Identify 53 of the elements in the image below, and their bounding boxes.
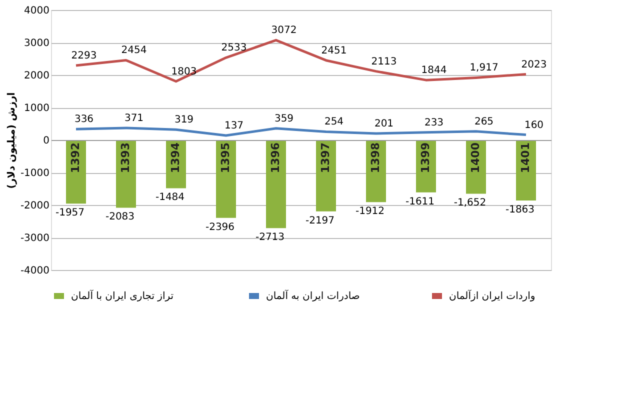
- data-label: 1,917: [470, 62, 498, 74]
- x-tick-label: 1393: [119, 142, 132, 174]
- data-label: -1957: [55, 208, 85, 219]
- data-label: -2396: [205, 222, 235, 233]
- data-label: -2713: [255, 232, 285, 244]
- data-label: -2083: [105, 212, 135, 223]
- data-label: 2454: [121, 45, 147, 56]
- x-tick-label: 1394: [169, 142, 182, 174]
- legend-label: صادرات ایران به آلمان: [266, 289, 360, 302]
- data-label: 2113: [371, 56, 397, 68]
- y-axis-title: ارزش (میلیون دلار): [6, 92, 18, 189]
- data-label: 265: [474, 116, 494, 128]
- data-label: 1844: [421, 65, 447, 76]
- x-tick-label: 1401: [519, 142, 532, 174]
- y-tick-label: -2000: [20, 200, 50, 212]
- y-tick-label: 4000: [24, 6, 50, 16]
- data-label: -1611: [405, 196, 435, 208]
- data-label: 160: [524, 120, 544, 131]
- y-tick-label: -3000: [20, 233, 50, 244]
- data-label: 359: [274, 113, 294, 124]
- x-tick-label: 1398: [369, 142, 382, 174]
- data-label: 137: [224, 120, 244, 132]
- data-label: 371: [124, 112, 144, 124]
- data-label: 254: [324, 116, 344, 128]
- y-tick-label: 0: [43, 136, 50, 146]
- x-tick-label: 1396: [269, 142, 282, 174]
- legend-label: تراز تجاری ایران با آلمان: [71, 289, 174, 302]
- data-label: 2451: [321, 45, 347, 56]
- y-tick-label: -1000: [20, 168, 50, 179]
- data-label: -1,652: [454, 198, 486, 209]
- legend-label: واردات ایران ازآلمان: [449, 289, 536, 302]
- data-label: -2197: [305, 215, 335, 226]
- y-tick-label: 3000: [24, 38, 50, 49]
- data-label: -1912: [355, 206, 385, 218]
- data-label: -1484: [155, 192, 185, 204]
- data-label: 2293: [71, 50, 97, 62]
- x-tick-label: 1399: [419, 142, 432, 174]
- x-tick-label: 1400: [469, 142, 482, 174]
- x-tick-label: 1395: [219, 142, 232, 174]
- y-tick-label: -4000: [20, 266, 50, 276]
- data-label: 2023: [521, 59, 547, 70]
- data-label: -1863: [505, 204, 535, 216]
- data-label: 201: [374, 118, 394, 130]
- x-tick-label: 1392: [69, 142, 82, 174]
- data-label: 319: [174, 114, 194, 126]
- x-tick-label: 1397: [319, 142, 332, 174]
- data-label: 1803: [171, 66, 197, 78]
- y-tick-label: 1000: [24, 103, 50, 114]
- data-label: 2533: [221, 42, 247, 54]
- data-label: 233: [424, 117, 444, 128]
- data-label: 336: [74, 114, 94, 126]
- data-label: 3072: [271, 25, 297, 36]
- y-tick-label: 2000: [24, 70, 50, 82]
